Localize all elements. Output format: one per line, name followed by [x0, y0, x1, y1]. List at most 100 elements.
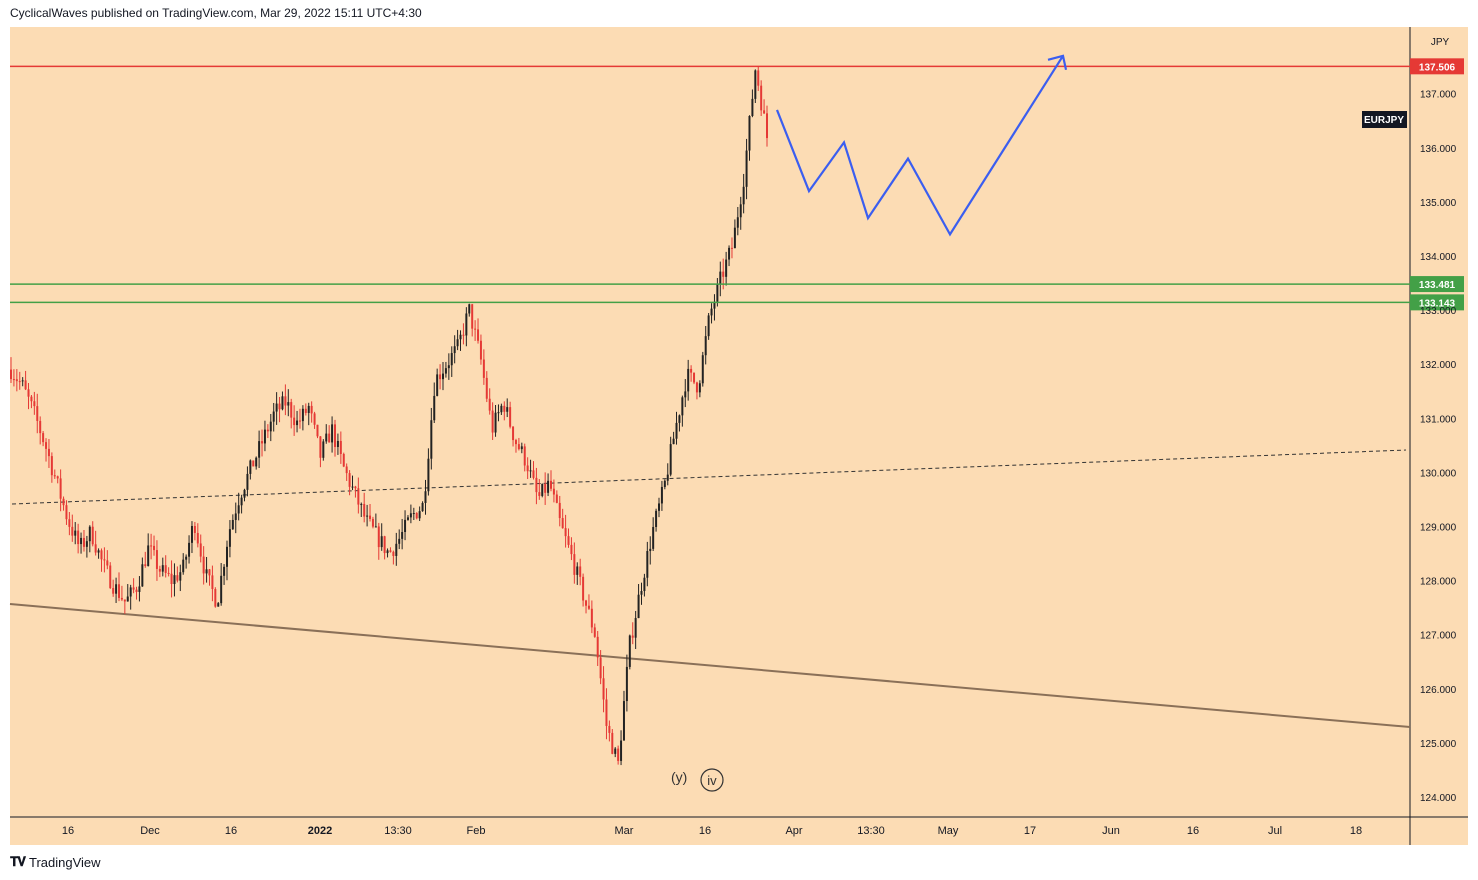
candle-body: [730, 247, 733, 249]
y-tick-label: 126.000: [1420, 685, 1457, 696]
candle-body: [509, 407, 512, 427]
candle-body: [698, 383, 701, 393]
candle-body: [371, 518, 374, 527]
candle-body: [439, 374, 442, 380]
x-tick-label: 16: [225, 825, 237, 837]
candle-body: [313, 413, 316, 425]
wave-label-iv-circle: [700, 768, 724, 792]
candle-body: [701, 355, 704, 384]
y-tick-label: 135.000: [1420, 198, 1457, 209]
candle-body: [24, 380, 27, 390]
currency-label: JPY: [1431, 37, 1450, 48]
candle-body: [234, 513, 237, 520]
candle-body: [421, 502, 424, 512]
candle-body: [15, 379, 18, 382]
candle-body: [342, 453, 345, 467]
candle-body: [535, 477, 538, 493]
candle-body: [418, 511, 421, 519]
candles-group: [10, 66, 768, 766]
candle-body: [42, 433, 45, 443]
candle-body: [453, 346, 456, 354]
candle-body: [649, 548, 652, 552]
candle-body: [360, 503, 363, 505]
candle-body: [12, 379, 15, 381]
candle-body: [585, 600, 588, 606]
candle-body: [263, 429, 266, 444]
candle-body: [541, 483, 544, 496]
chart-svg[interactable]: 137.506 133.481 133.143 124.000 125.000 126.…: [0, 0, 1478, 850]
candle-body: [246, 473, 249, 490]
candle-body: [249, 460, 252, 474]
x-tick-label: 17: [1024, 825, 1036, 837]
footer-brand[interactable]: 𝐓𝐕 TradingView: [10, 854, 101, 870]
candle-body: [205, 569, 208, 574]
candle-body: [739, 204, 742, 218]
candle-body: [269, 421, 272, 432]
candle-body: [646, 551, 649, 578]
candle-body: [188, 542, 191, 557]
x-tick-label: Mar: [615, 825, 634, 837]
candle-body: [760, 85, 763, 111]
candle-body: [514, 440, 517, 445]
candle-body: [374, 526, 377, 528]
candle-body: [316, 424, 319, 437]
candle-body: [757, 70, 760, 86]
candle-body: [617, 748, 620, 761]
y-tick-label: 124.000: [1420, 793, 1457, 804]
candle-body: [494, 412, 497, 433]
candle-body: [193, 525, 196, 533]
candle-body: [243, 489, 246, 498]
candle-body: [252, 460, 255, 467]
candle-body: [660, 486, 663, 504]
candle-body: [406, 517, 409, 520]
price-chart[interactable]: 137.506 133.481 133.143 124.000 125.000 126.…: [0, 0, 1478, 855]
x-tick-label: Jul: [1268, 825, 1282, 837]
candle-body: [693, 372, 696, 383]
candle-body: [65, 505, 68, 520]
candle-body: [144, 564, 147, 567]
candle-body: [36, 406, 39, 421]
candle-body: [398, 538, 401, 544]
candle-body: [465, 313, 468, 336]
candle-body: [202, 556, 205, 574]
x-axis: 16 Dec 16 2022 13:30 Feb Mar 16 Apr 13:30 May 17 Jun…: [62, 825, 1362, 837]
candle-body: [179, 572, 182, 581]
candle-body: [576, 566, 579, 575]
candle-body: [296, 420, 299, 426]
candle-body: [404, 519, 407, 532]
candle-body: [351, 486, 354, 488]
candle-body: [103, 559, 106, 561]
candle-body: [456, 339, 459, 347]
trendline-lower: [9, 603, 1411, 728]
candle-body: [409, 513, 412, 518]
candle-body: [53, 475, 56, 477]
candle-body: [199, 543, 202, 557]
candle-body: [284, 396, 287, 406]
candle-body: [643, 577, 646, 592]
candle-body: [695, 382, 698, 393]
candle-body: [412, 513, 415, 515]
candle-body: [736, 217, 739, 228]
candle-body: [459, 334, 462, 340]
candle-body: [331, 424, 334, 443]
candle-body: [138, 586, 141, 592]
y-tick-label: 131.000: [1420, 414, 1457, 425]
y-tick-label: 130.000: [1420, 468, 1457, 479]
price-axis-background: [1410, 27, 1468, 817]
candle-body: [593, 627, 596, 637]
candle-body: [132, 587, 135, 590]
candle-body: [652, 526, 655, 549]
time-axis-background: [10, 817, 1468, 845]
candle-body: [345, 466, 348, 474]
candle-body: [763, 110, 766, 114]
currency-badge: [1426, 33, 1460, 49]
x-tick-label: Apr: [785, 825, 802, 837]
candle-body: [742, 186, 745, 205]
candle-body: [97, 550, 100, 553]
candle-body: [573, 554, 576, 575]
symbol-label: EURJPY: [1364, 115, 1404, 126]
candle-body: [719, 271, 722, 284]
candle-body: [523, 446, 526, 466]
candle-body: [255, 457, 258, 467]
candle-body: [287, 402, 290, 406]
